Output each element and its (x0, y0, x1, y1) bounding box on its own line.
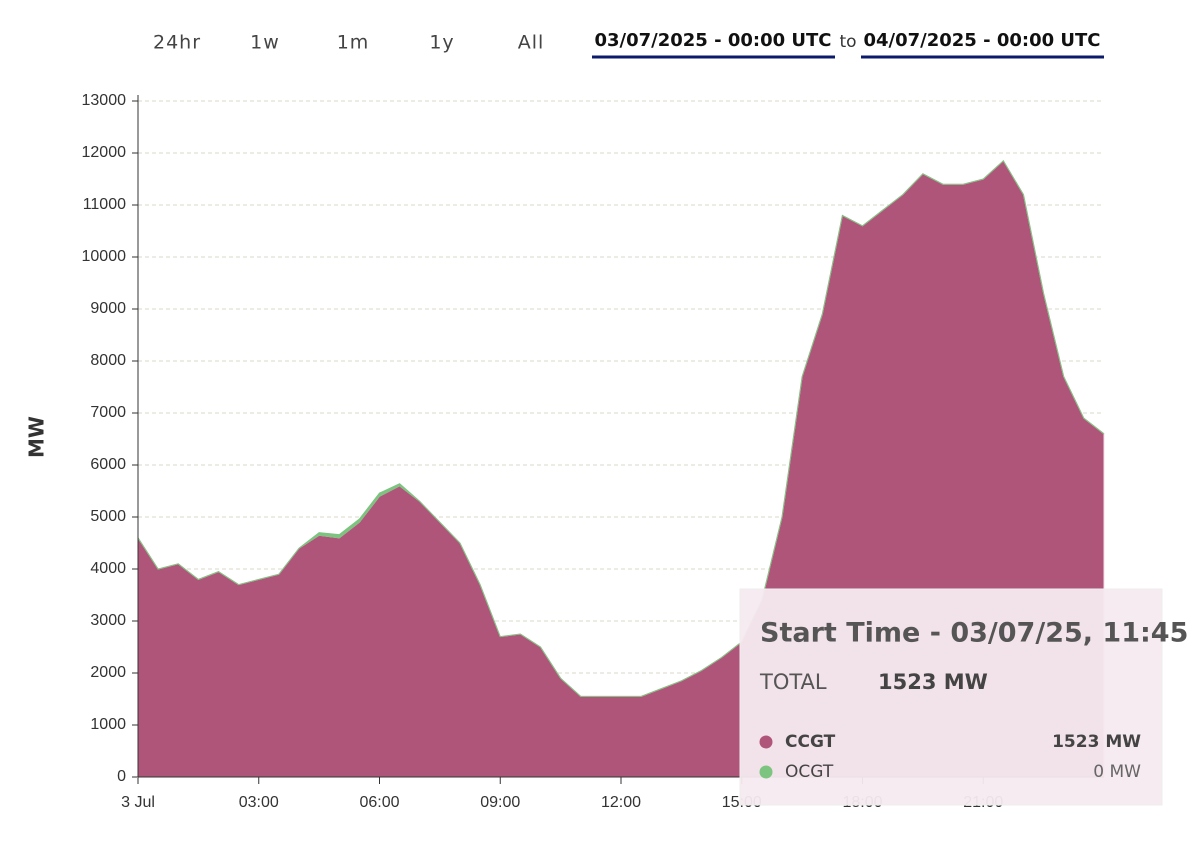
y-tick-label: 11000 (83, 196, 126, 213)
legend-marker (759, 735, 773, 749)
range-button[interactable]: All (518, 32, 545, 54)
tooltip-title: Start Time - 03/07/25, 11:45 (760, 618, 1188, 649)
y-tick-label: 7000 (90, 404, 126, 421)
tooltip-total-label: TOTAL (759, 670, 827, 694)
tooltip-value: 1523 MW (1052, 732, 1141, 752)
x-tick-label: 03:00 (239, 794, 279, 811)
y-tick-label: 1000 (90, 716, 126, 733)
area (137, 160, 1105, 697)
y-tick-label: 3000 (90, 612, 126, 629)
legend-marker (759, 765, 773, 779)
end-date[interactable]: 04/07/2025 - 00:00 UTC (863, 30, 1100, 51)
x-tick-label: 09:00 (480, 794, 520, 811)
y-tick-label: 0 (117, 768, 126, 785)
x-tick-label: 12:00 (601, 794, 641, 811)
range-button[interactable]: 24hr (153, 32, 201, 54)
start-date[interactable]: 03/07/2025 - 00:00 UTC (594, 30, 831, 51)
y-tick-label: 6000 (90, 456, 126, 473)
y-tick-label: 4000 (90, 560, 126, 577)
tooltip-box (739, 588, 1163, 806)
to-label: to (839, 32, 856, 52)
legend-label: CCGT (785, 732, 836, 752)
range-button[interactable]: 1y (429, 32, 454, 54)
y-tick-label: 2000 (90, 664, 126, 681)
range-button[interactable]: 1m (337, 32, 370, 54)
y-axis-label: MW (25, 416, 49, 458)
legend-label: OCGT (785, 762, 834, 782)
tooltip-value: 0 MW (1093, 762, 1141, 782)
y-tick-label: 12000 (82, 144, 127, 161)
x-tick-label: 3 Jul (121, 794, 155, 811)
x-tick-label: 06:00 (359, 794, 399, 811)
y-tick-label: 13000 (82, 92, 127, 109)
y-tick-label: 8000 (90, 352, 126, 369)
y-tick-label: 5000 (90, 508, 126, 525)
range-button[interactable]: 1w (250, 32, 280, 54)
tooltip-total: 1523 MW (878, 670, 988, 694)
y-tick-label: 9000 (90, 300, 126, 317)
tooltip: Start Time - 03/07/25, 11:45 TOTAL 1523 … (739, 588, 1188, 806)
y-tick-label: 10000 (82, 248, 127, 265)
